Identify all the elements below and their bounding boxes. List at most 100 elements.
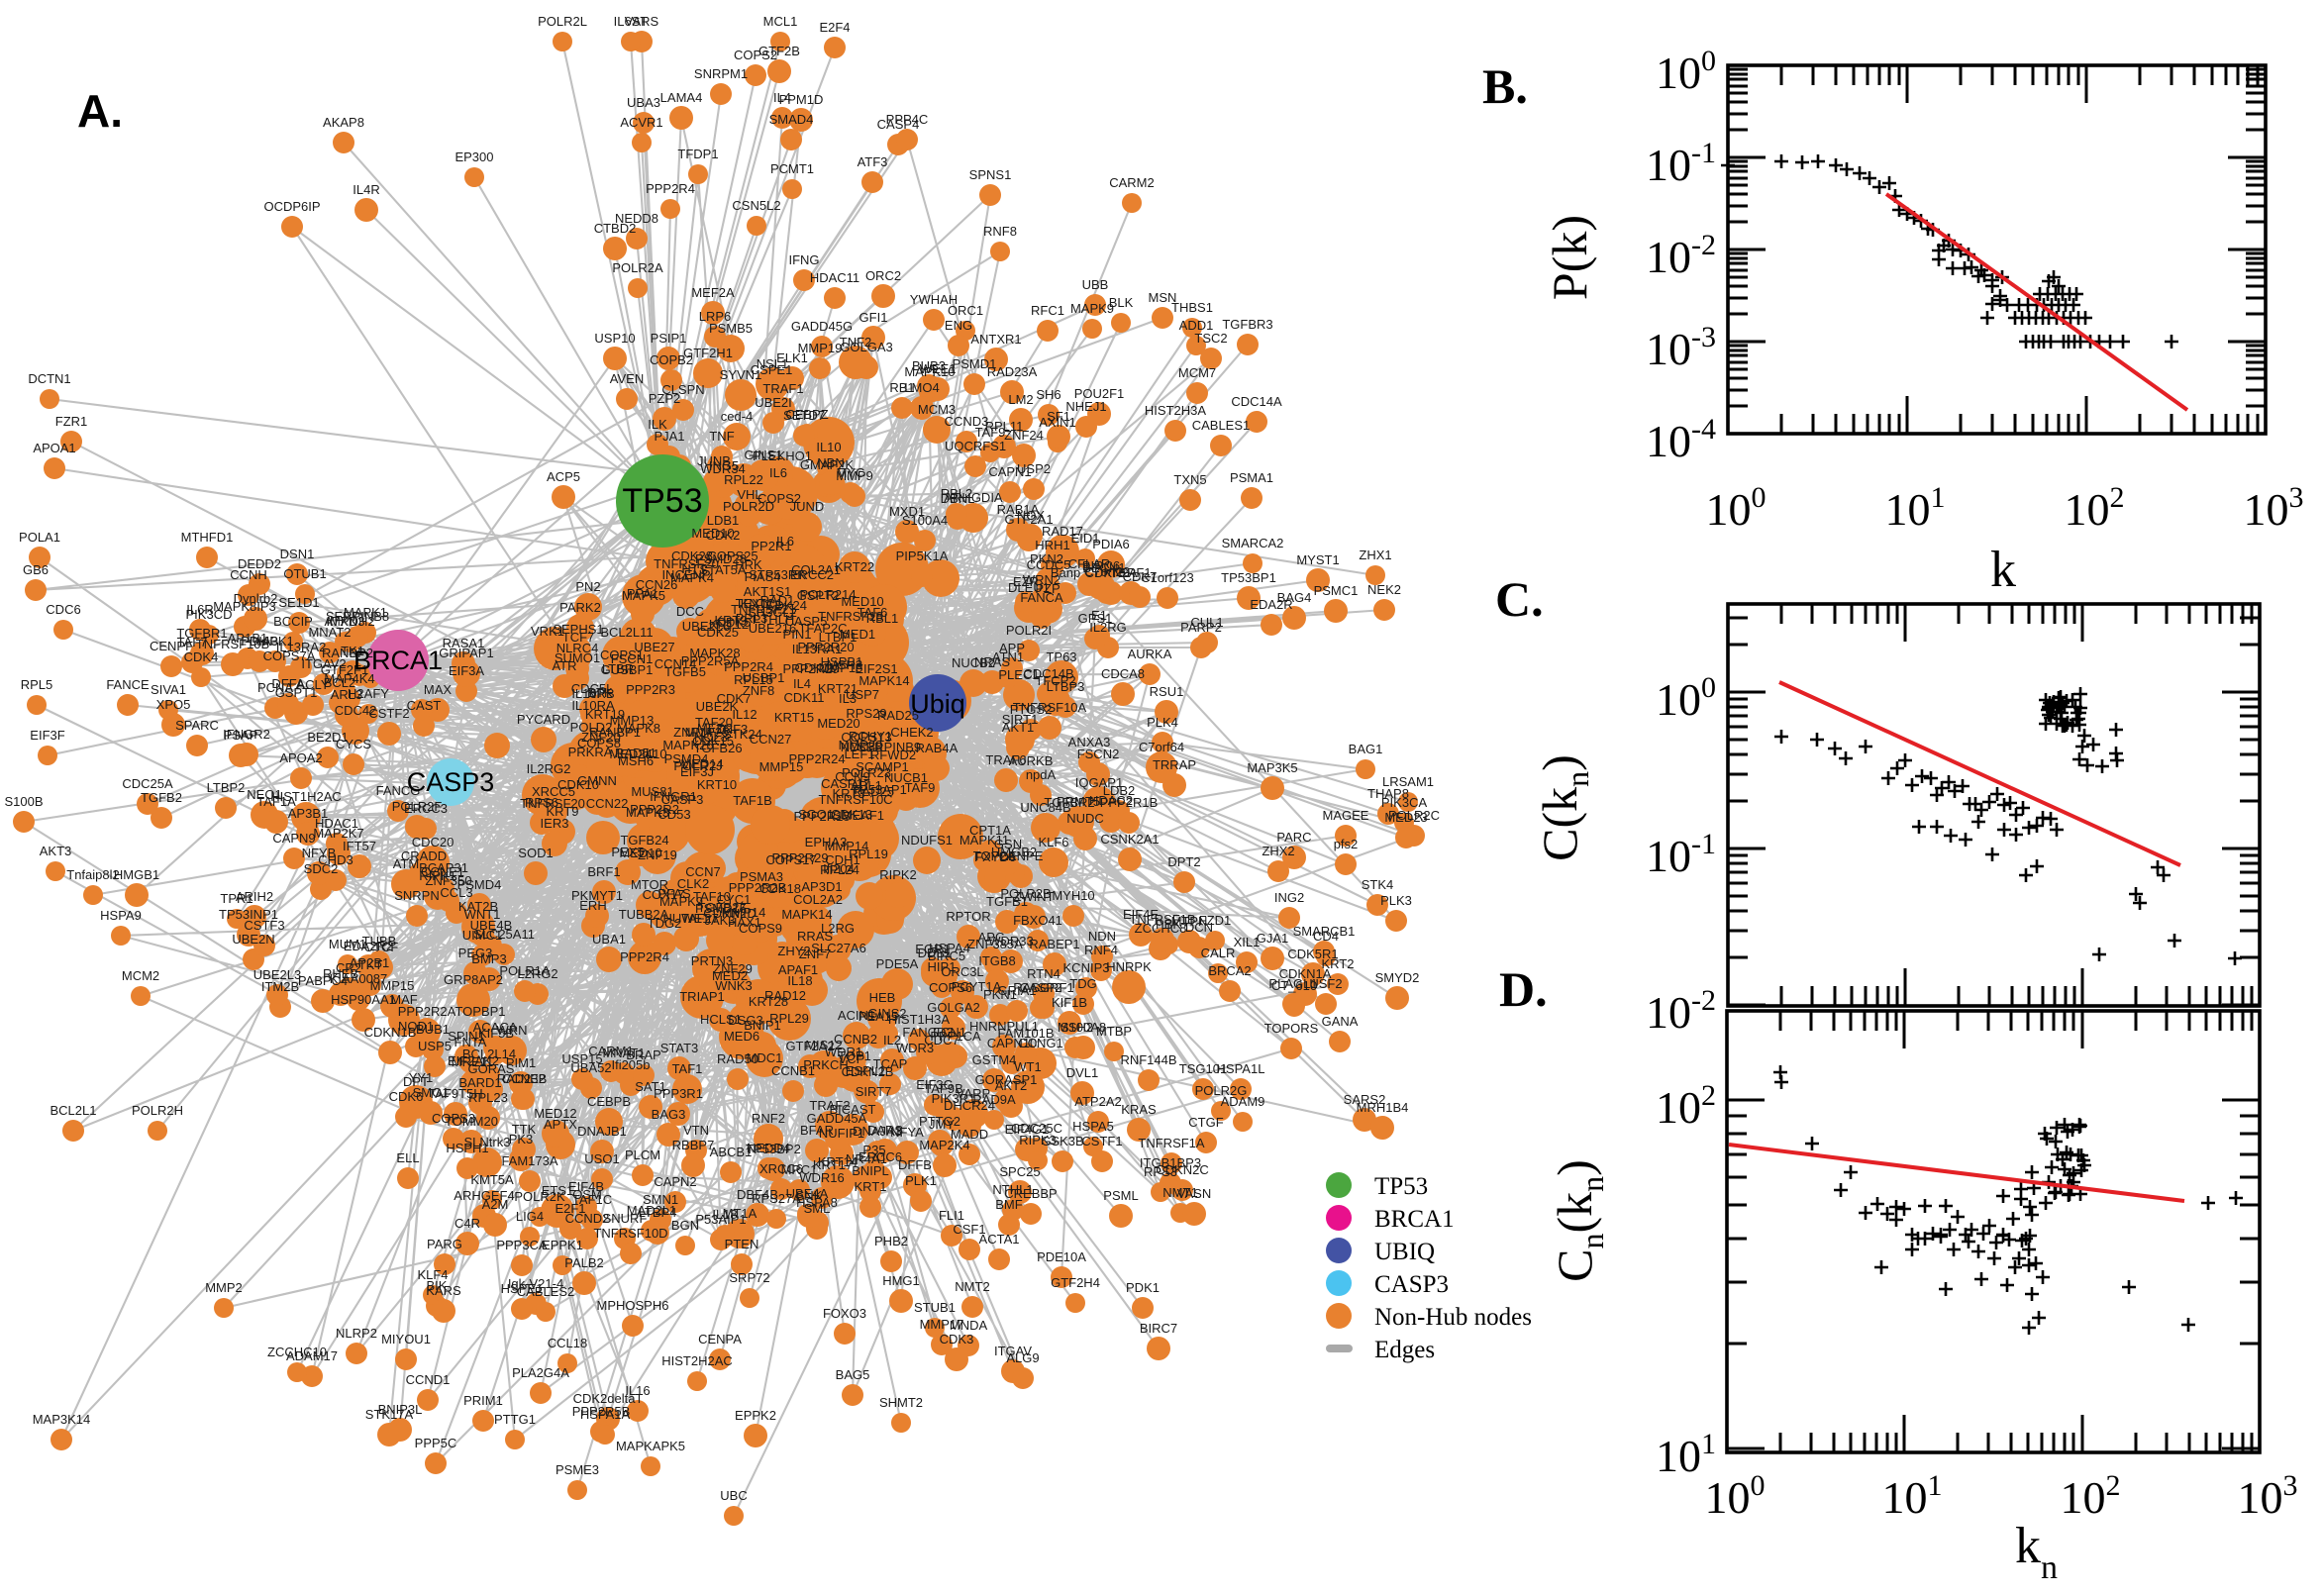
svg-text:S100A4: S100A4 (902, 513, 948, 528)
svg-text:103: 103 (2238, 1469, 2298, 1523)
svg-text:CSF1: CSF1 (953, 1222, 985, 1237)
svg-text:HTT: HTT (681, 561, 706, 576)
svg-text:GORAS: GORAS (468, 1061, 515, 1076)
svg-text:SMEAF1: SMEAF1 (833, 808, 884, 823)
svg-text:CTGF: CTGF (1188, 1115, 1223, 1130)
svg-text:CAPN1: CAPN1 (988, 464, 1031, 479)
svg-text:C4R: C4R (454, 1216, 480, 1231)
svg-text:BIRC5: BIRC5 (928, 948, 965, 963)
svg-text:EID1: EID1 (1071, 531, 1100, 546)
svg-text:CHD3: CHD3 (318, 852, 353, 867)
svg-text:GMAP2K: GMAP2K (800, 457, 855, 472)
svg-text:MED1: MED1 (840, 627, 875, 642)
svg-text:HMG1: HMG1 (882, 1273, 920, 1288)
svg-text:MSH6: MSH6 (618, 753, 654, 768)
svg-text:NLRC4: NLRC4 (556, 641, 599, 655)
svg-text:TRRAP: TRRAP (1153, 757, 1196, 772)
svg-text:Ifi204: Ifi204 (823, 861, 855, 876)
svg-text:IL6: IL6 (776, 534, 794, 549)
svg-text:CHEK2: CHEK2 (890, 725, 933, 740)
svg-text:POLR2C: POLR2C (1388, 808, 1440, 823)
svg-text:ATR: ATR (552, 658, 576, 673)
svg-text:BUB1: BUB1 (416, 1022, 450, 1037)
svg-text:CDK6: CDK6 (389, 1089, 424, 1104)
svg-text:MPHOSPH6: MPHOSPH6 (597, 1298, 669, 1313)
svg-text:E2F4: E2F4 (819, 20, 850, 35)
svg-text:PTEN: PTEN (725, 1237, 759, 1251)
svg-text:TRAF1: TRAF1 (762, 381, 803, 396)
svg-text:EIF3J: EIF3J (680, 764, 714, 779)
svg-text:RBL1: RBL1 (866, 611, 899, 626)
svg-text:WDR3: WDR3 (896, 1041, 934, 1055)
svg-text:TEX11: TEX11 (736, 596, 774, 611)
svg-text:RNF144B: RNF144B (1120, 1052, 1176, 1067)
svg-text:WRN2: WRN2 (1023, 572, 1060, 587)
svg-text:UBE2K: UBE2K (696, 699, 739, 714)
svg-text:SUMO1: SUMO1 (555, 650, 600, 665)
svg-text:AKT1: AKT1 (1002, 720, 1035, 735)
svg-text:NOX: NOX (1017, 508, 1046, 523)
svg-text:RBL2: RBL2 (941, 486, 973, 501)
svg-text:TRAF6: TRAF6 (985, 752, 1026, 767)
svg-text:JAK3: JAK3 (704, 913, 735, 928)
svg-text:CSTF2: CSTF2 (368, 706, 409, 721)
svg-text:BLK: BLK (1109, 295, 1134, 310)
svg-text:HSP90AA1: HSP90AA1 (331, 992, 396, 1007)
svg-text:MNAT2: MNAT2 (308, 625, 351, 640)
svg-text:ABL1: ABL1 (851, 778, 882, 793)
svg-text:PIM1: PIM1 (506, 1055, 536, 1070)
svg-text:ZCCHC8: ZCCHC8 (1135, 921, 1187, 936)
svg-text:HDAC1: HDAC1 (315, 816, 358, 831)
svg-text:PDIA6: PDIA6 (1092, 537, 1130, 551)
svg-text:PPP1CA: PPP1CA (930, 1029, 981, 1044)
svg-text:KAT2B: KAT2B (458, 899, 498, 914)
svg-text:PSMC1: PSMC1 (1314, 583, 1359, 598)
svg-text:HIST2H2AC: HIST2H2AC (661, 1353, 733, 1368)
svg-text:IL10: IL10 (816, 440, 841, 454)
svg-text:COPB2: COPB2 (650, 352, 693, 367)
svg-text:XRCC6: XRCC6 (759, 1161, 803, 1176)
svg-text:NFYA: NFYA (890, 1125, 924, 1140)
svg-text:CCNE1: CCNE1 (421, 864, 464, 879)
svg-text:APP: APP (999, 641, 1025, 655)
svg-text:MTBP: MTBP (1096, 1024, 1132, 1039)
svg-text:BCAP31: BCAP31 (419, 860, 468, 875)
svg-text:KRT28: KRT28 (749, 994, 788, 1009)
svg-text:POLR23: POLR23 (842, 765, 891, 780)
svg-text:SPC25: SPC25 (999, 1164, 1040, 1179)
svg-text:BCCIP: BCCIP (273, 614, 313, 629)
svg-text:P(k): P(k) (1542, 215, 1597, 300)
svg-text:IL10RA: IL10RA (571, 698, 615, 713)
svg-text:NUCB2: NUCB2 (952, 655, 995, 670)
svg-text:D.: D. (1499, 961, 1548, 1017)
svg-text:FBXO41: FBXO41 (1013, 913, 1062, 928)
svg-text:CDC14A: CDC14A (1231, 394, 1282, 409)
svg-text:OSM: OSM (572, 1187, 602, 1202)
svg-text:PIK3CD: PIK3CD (186, 607, 233, 622)
svg-text:PPP2R29: PPP2R29 (771, 850, 828, 865)
svg-text:NEK2: NEK2 (1367, 582, 1401, 597)
svg-text:CCND2: CCND2 (565, 1211, 610, 1226)
svg-text:MAPK14: MAPK14 (781, 907, 832, 922)
svg-text:Banp: Banp (1051, 565, 1080, 580)
svg-text:STUB1: STUB1 (914, 1300, 956, 1315)
svg-text:SF1: SF1 (1047, 409, 1070, 424)
svg-text:SERPINB9: SERPINB9 (858, 740, 921, 754)
svg-text:PBK: PBK (1156, 917, 1181, 932)
svg-text:MED6: MED6 (724, 1029, 759, 1044)
svg-text:COPS2: COPS2 (758, 491, 801, 506)
svg-text:PCYT1A: PCYT1A (952, 979, 1002, 994)
svg-text:ORC2: ORC2 (865, 268, 901, 283)
svg-text:EPHA3: EPHA3 (805, 835, 848, 849)
svg-text:HSPH1: HSPH1 (446, 1141, 488, 1155)
svg-text:PTTG1: PTTG1 (494, 1412, 536, 1427)
svg-text:NUCB1: NUCB1 (884, 770, 928, 785)
svg-text:EDA2R: EDA2R (1250, 597, 1292, 612)
svg-text:HSPA5: HSPA5 (1072, 1119, 1114, 1134)
svg-text:MED10: MED10 (691, 526, 734, 541)
svg-text:NEDD8: NEDD8 (615, 211, 658, 226)
svg-text:CDK5R1: CDK5R1 (1287, 947, 1338, 961)
svg-text:TGFB26: TGFB26 (693, 741, 742, 755)
svg-text:ORC3L: ORC3L (941, 964, 983, 979)
svg-text:MIS12: MIS12 (805, 1038, 843, 1052)
